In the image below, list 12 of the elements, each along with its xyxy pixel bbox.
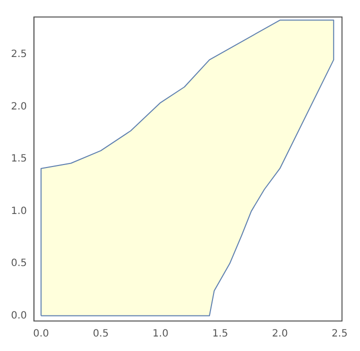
x-tick-label: 0.0: [33, 328, 50, 340]
y-tick-label: 2.5: [10, 49, 27, 60]
x-tick-label: 2.5: [332, 328, 348, 340]
y-tick-label: 1.0: [10, 206, 27, 217]
y-tick-label: 1.5: [10, 154, 27, 165]
x-tick-label: 0.5: [92, 328, 109, 340]
y-tick-label: 0.0: [10, 310, 27, 322]
x-tick-label: 1.0: [152, 328, 168, 340]
y-tick-label: 2.0: [10, 101, 27, 112]
x-tick-label: 2.0: [272, 328, 288, 340]
y-tick-label: 0.5: [10, 258, 27, 270]
x-tick-label: 1.5: [212, 328, 228, 340]
